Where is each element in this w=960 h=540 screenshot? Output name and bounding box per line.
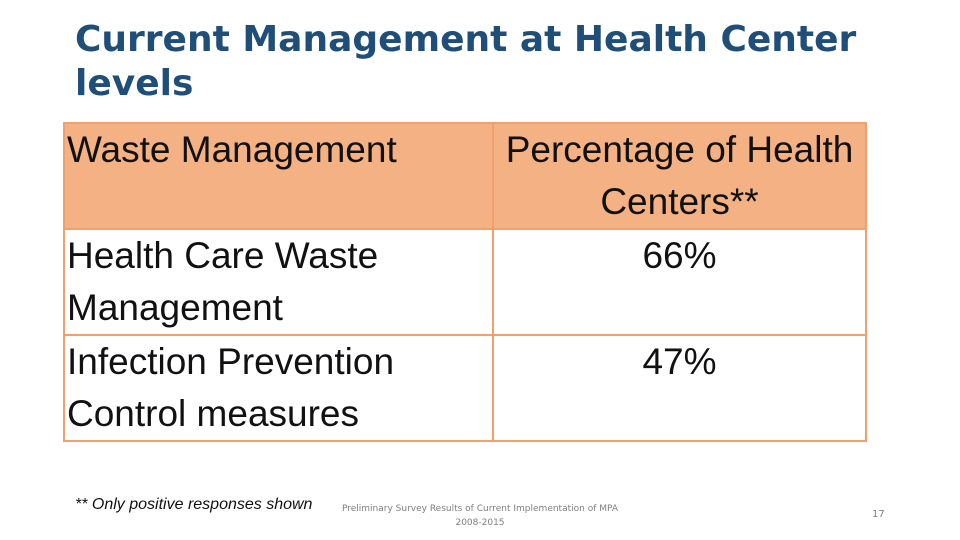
page-number: 17: [872, 509, 885, 520]
slide-title: Current Management at Health Center leve…: [75, 19, 857, 104]
footer-line-1: Preliminary Survey Results of Current Im…: [341, 504, 619, 514]
footer-text: Preliminary Survey Results of Current Im…: [320, 502, 640, 530]
header-waste-management: Waste Management: [63, 122, 494, 230]
row-value: 66%: [492, 228, 867, 336]
table-row: Infection Prevention Control measures 47…: [63, 334, 867, 442]
table-row: Health Care Waste Management 66%: [63, 228, 867, 336]
row-label: Health Care Waste Management: [63, 228, 494, 336]
footnote: ** Only positive responses shown: [75, 496, 313, 513]
header-percentage: Percentage of Health Centers**: [492, 122, 867, 230]
table-header-row: Waste Management Percentage of Health Ce…: [63, 122, 867, 230]
row-value: 47%: [492, 334, 867, 442]
footer-line-2: 2008-2015: [455, 518, 505, 528]
row-label: Infection Prevention Control measures: [63, 334, 494, 442]
data-table: Waste Management Percentage of Health Ce…: [63, 122, 867, 442]
